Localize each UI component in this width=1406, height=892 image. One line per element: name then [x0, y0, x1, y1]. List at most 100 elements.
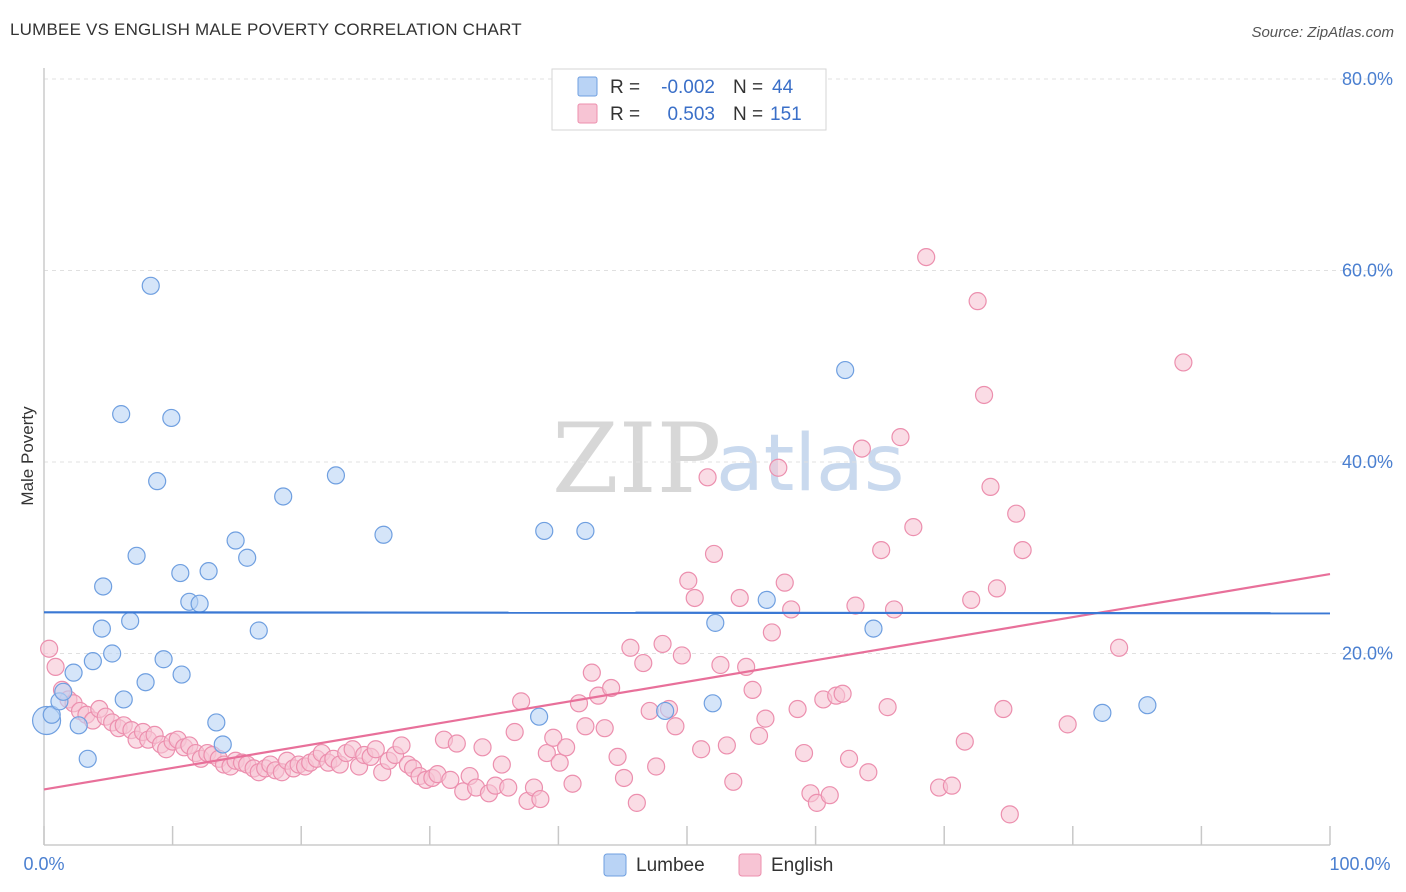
- english-point: [563, 774, 582, 793]
- source-label: Source: ZipAtlas.com: [1251, 24, 1394, 41]
- y-axis-title: Male Poverty: [18, 406, 37, 506]
- bottom-legend-label-lumbee: Lumbee: [636, 855, 705, 876]
- lumbee-point: [114, 690, 133, 709]
- english-point: [769, 458, 788, 477]
- lumbee-point: [1093, 703, 1112, 722]
- english-point: [576, 717, 595, 736]
- bottom-legend-label-english: English: [771, 855, 833, 876]
- english-point: [692, 740, 711, 759]
- english-point: [962, 590, 981, 609]
- english-point: [743, 680, 762, 699]
- english-point: [499, 778, 518, 797]
- english-point: [550, 753, 569, 772]
- lumbee-point: [136, 673, 155, 692]
- lumbee-point: [92, 619, 111, 638]
- legend-n-value-english: 151: [770, 104, 802, 125]
- english-point: [1007, 504, 1026, 523]
- english-point: [711, 655, 730, 675]
- y-tick-label: 60.0%: [1342, 261, 1393, 281]
- legend-r-label-lumbee: R =: [610, 77, 640, 98]
- lumbee-point: [172, 665, 191, 684]
- english-point: [782, 600, 801, 619]
- english-point: [512, 692, 531, 711]
- english-point: [974, 385, 994, 405]
- english-point: [392, 736, 411, 755]
- lumbee-series: [31, 276, 1157, 768]
- lumbee-point: [836, 360, 855, 380]
- english-point: [531, 789, 550, 809]
- english-point: [833, 684, 852, 703]
- watermark: ZIP atlas: [552, 403, 905, 515]
- english-point: [775, 573, 794, 592]
- lumbee-point: [226, 531, 245, 550]
- english-point: [794, 743, 814, 763]
- english-point: [788, 699, 807, 719]
- legend-n-value-lumbee: 44: [772, 77, 794, 98]
- lumbee-point: [54, 682, 73, 701]
- lumbee-point: [83, 652, 102, 671]
- lumbee-point: [530, 707, 549, 726]
- legend-top-box: [551, 68, 827, 131]
- lumbee-point: [94, 577, 113, 596]
- bottom-legend-swatch-lumbee: [603, 853, 627, 877]
- lumbee-point: [249, 621, 268, 640]
- english-point: [1058, 715, 1077, 734]
- english-point: [608, 747, 627, 767]
- lumbee-point: [103, 644, 122, 663]
- english-point: [820, 786, 839, 805]
- lumbee-trend-line: [43, 611, 1331, 615]
- lumbee-point: [326, 466, 346, 485]
- english-point: [537, 743, 556, 763]
- english-point: [647, 757, 666, 776]
- lumbee-point: [154, 650, 173, 669]
- english-point: [994, 699, 1013, 719]
- lumbee-point: [656, 701, 675, 721]
- english-point: [884, 600, 904, 619]
- lumbee-point: [576, 521, 595, 541]
- english-point: [955, 732, 974, 751]
- legend-top: R = -0.002 N = 44 R = 0.503 N = 151: [551, 68, 827, 131]
- english-point: [698, 468, 717, 487]
- lumbee-point: [1138, 696, 1157, 715]
- legend-r-value-lumbee: -0.002: [661, 77, 715, 98]
- english-point: [1000, 805, 1019, 824]
- lumbee-point: [199, 562, 218, 581]
- english-point: [981, 477, 1000, 496]
- english-point: [704, 544, 724, 564]
- english-point: [544, 728, 563, 747]
- english-point: [602, 678, 621, 698]
- english-point: [582, 663, 601, 682]
- lumbee-point: [703, 694, 722, 713]
- lumbee-point: [162, 408, 181, 428]
- lumbee-point: [238, 548, 257, 567]
- y-tick-label: 40.0%: [1342, 452, 1393, 472]
- lumbee-point: [213, 735, 232, 754]
- english-point: [724, 772, 743, 791]
- english-series: [40, 247, 1193, 824]
- lumbee-point: [171, 563, 190, 583]
- english-point: [614, 768, 634, 788]
- english-point: [1174, 353, 1193, 372]
- y-tick-label: 20.0%: [1342, 644, 1393, 664]
- english-point: [569, 694, 589, 713]
- watermark-atlas: atlas: [716, 419, 905, 509]
- lumbee-point: [127, 546, 146, 565]
- english-point: [859, 763, 878, 782]
- lumbee-point: [141, 276, 160, 295]
- bottom-legend-swatch-english: [738, 853, 762, 877]
- english-point: [839, 749, 859, 768]
- english-point: [917, 247, 936, 267]
- lumbee-point: [121, 611, 140, 631]
- english-point: [968, 292, 987, 311]
- english-point: [846, 596, 865, 615]
- english-point: [852, 439, 871, 458]
- english-point: [447, 734, 466, 753]
- english-point: [46, 657, 65, 677]
- english-point: [441, 770, 460, 789]
- lumbee-point: [274, 487, 293, 506]
- english-point: [891, 428, 910, 447]
- english-point: [492, 755, 511, 774]
- legend-n-label-lumbee: N =: [733, 77, 763, 98]
- lumbee-point: [535, 521, 554, 541]
- english-point: [366, 740, 385, 759]
